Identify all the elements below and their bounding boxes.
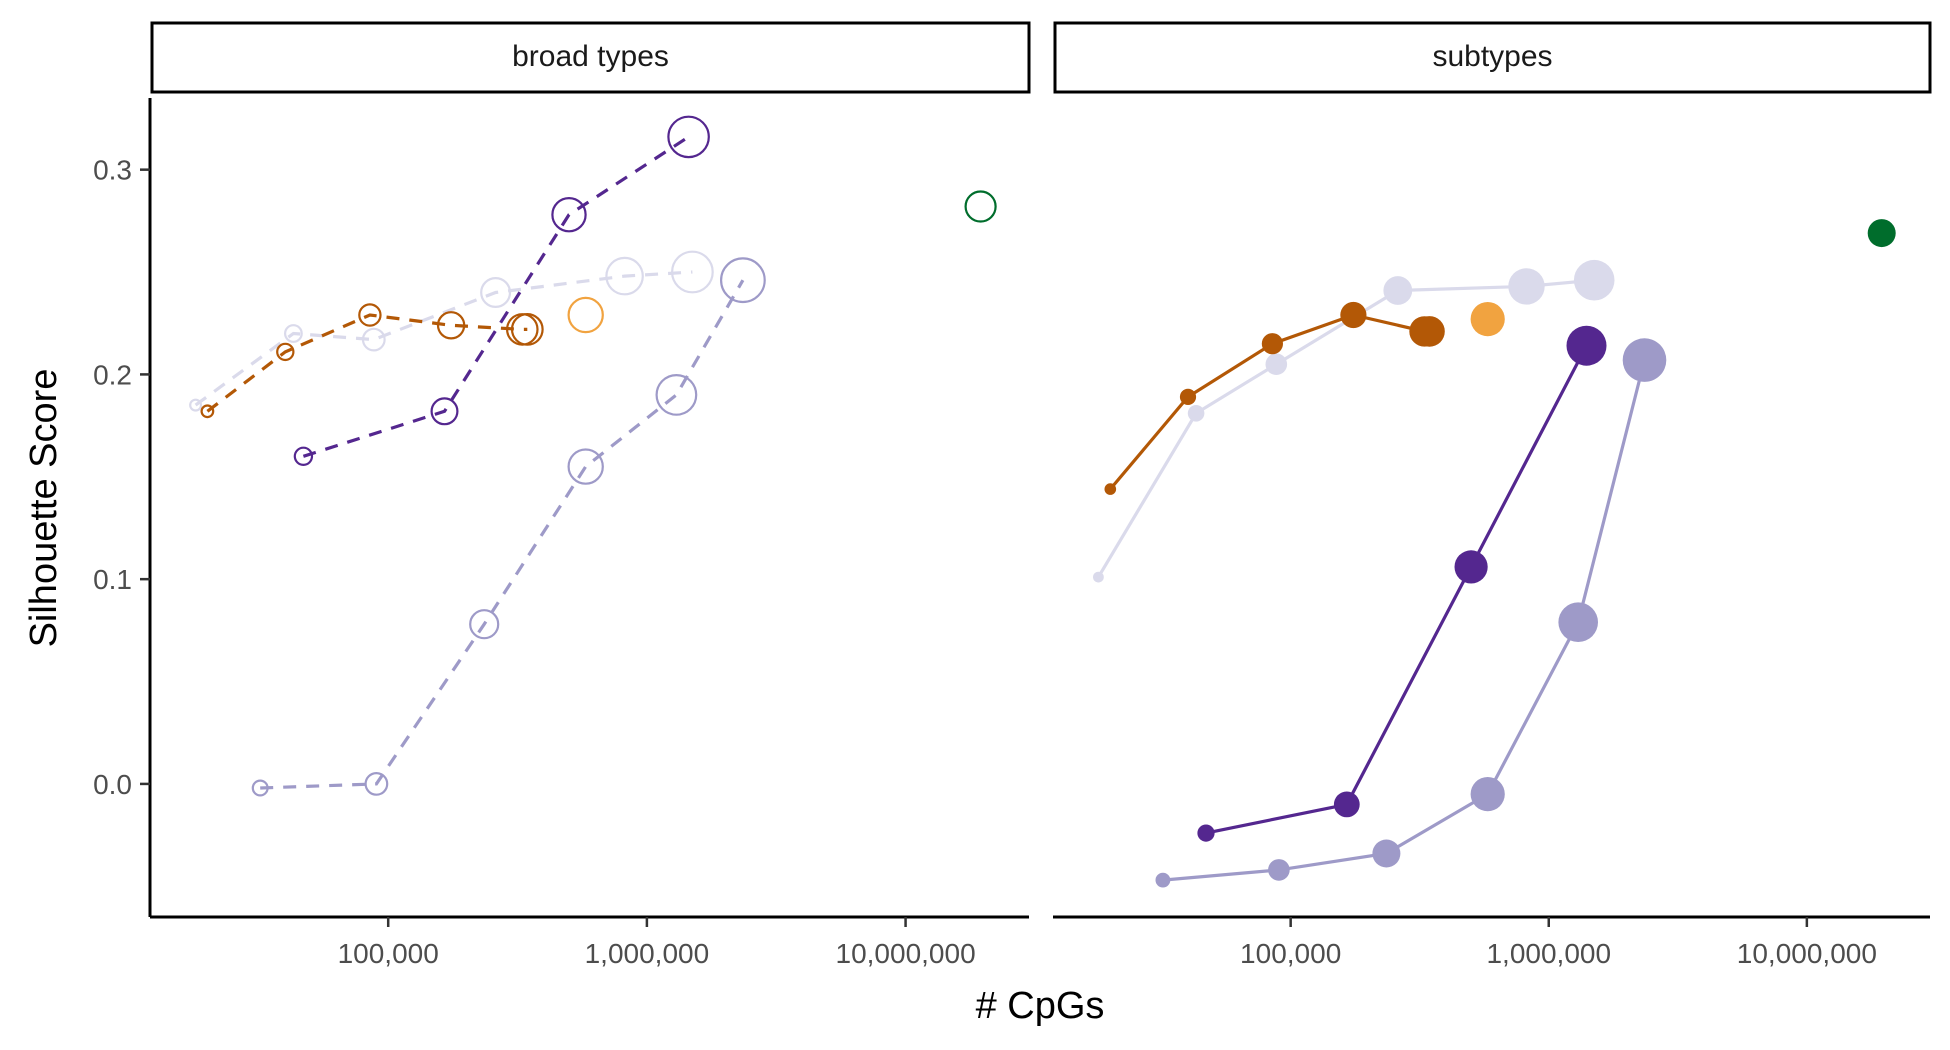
data-point-mid_purple-2	[1372, 839, 1401, 868]
data-point-mid_purple-4	[655, 374, 698, 416]
data-point-light_lavender-2	[1265, 353, 1288, 376]
data-point-dark_orange-3	[436, 311, 466, 340]
x-axis-title: # CpGs	[976, 985, 1105, 1027]
panel-subtypes: subtypes 100,000 1,000,000 10,000,000	[1053, 21, 1932, 969]
data-point-mid_purple-1	[364, 772, 389, 796]
series-line-dark_purple	[302, 135, 690, 458]
data-point-mid_purple-0	[251, 779, 269, 797]
data-point-mid_purple-2	[469, 609, 500, 640]
series-line-light_lavender	[194, 270, 693, 407]
y-axis-title: Silhouette Score	[23, 369, 65, 648]
data-point-dark_orange-3	[1340, 301, 1367, 329]
data-point-light_lavender-3	[1383, 276, 1413, 305]
x-ticks-subtypes: 100,000 1,000,000 10,000,000	[1240, 917, 1877, 969]
x-tick-label: 10,000,000	[836, 938, 976, 969]
data-point-dark_orange-1	[276, 342, 295, 362]
data-point-light_orange-0	[1470, 302, 1505, 337]
data-point-dark_orange-5	[1414, 316, 1445, 347]
y-tick-label: 0.1	[93, 564, 132, 595]
data-point-dark_orange-5	[510, 313, 544, 346]
data-point-light_lavender-0	[1093, 571, 1104, 583]
data-point-dark_purple-2	[1454, 550, 1488, 584]
data-point-light_lavender-5	[671, 250, 714, 294]
strip-box-broad-types	[150, 21, 1031, 94]
data-point-light_lavender-4	[605, 256, 644, 296]
series-line-mid_purple	[1162, 359, 1647, 882]
data-point-dark_purple-3	[1566, 325, 1607, 366]
data-point-mid_purple-3	[567, 448, 604, 485]
data-point-green-0	[1867, 219, 1896, 248]
data-point-light_lavender-5	[1573, 259, 1615, 301]
data-layer-broad-types	[189, 115, 997, 797]
series-line-dark_orange	[206, 313, 528, 413]
data-point-green-0	[964, 190, 997, 223]
data-point-dark_orange-2	[1261, 333, 1283, 355]
data-point-light_lavender-3	[480, 277, 512, 309]
data-point-light_lavender-1	[284, 324, 303, 343]
data-point-mid_purple-4	[1558, 602, 1598, 642]
data-point-mid_purple-3	[1470, 777, 1505, 812]
x-tick-label: 100,000	[1240, 938, 1341, 969]
data-point-dark_purple-1	[1333, 791, 1360, 818]
data-point-dark_orange-0	[200, 404, 215, 419]
y-tick-label: 0.2	[93, 359, 132, 390]
x-tick-label: 100,000	[338, 938, 439, 969]
data-point-light_lavender-0	[189, 398, 203, 412]
strip-box-subtypes	[1053, 21, 1932, 94]
data-point-dark_purple-0	[1197, 824, 1215, 842]
strip-label-subtypes: subtypes	[1432, 40, 1552, 73]
x-tick-label: 1,000,000	[585, 938, 710, 969]
data-layer-subtypes	[1093, 219, 1896, 888]
data-point-light_lavender-4	[1508, 268, 1545, 305]
series-line-dark_purple	[1205, 344, 1588, 835]
data-point-dark_orange-0	[1104, 483, 1117, 495]
x-tick-label: 10,000,000	[1737, 938, 1877, 969]
data-point-dark_purple-3	[667, 115, 710, 159]
panel-broad-types: broad types 100,000 1,000,000 10,000,000 0…	[93, 21, 1031, 969]
data-point-dark_orange-1	[1179, 388, 1197, 405]
x-ticks-broad-types: 100,000 1,000,000 10,000,000	[338, 917, 976, 969]
data-point-dark_purple-1	[430, 397, 459, 426]
data-point-light_lavender-1	[1187, 405, 1205, 422]
data-point-dark_purple-2	[551, 196, 587, 233]
series-line-mid_purple	[260, 279, 745, 790]
data-point-mid_purple-0	[1155, 872, 1171, 888]
data-point-mid_purple-1	[1268, 859, 1290, 881]
data-point-light_orange-0	[567, 296, 604, 334]
data-point-dark_purple-0	[293, 446, 314, 466]
y-ticks: 0.0 0.1 0.2 0.3	[93, 155, 150, 800]
data-point-mid_purple-5	[1622, 338, 1667, 382]
data-point-mid_purple-5	[720, 257, 766, 304]
data-point-light_lavender-2	[361, 327, 386, 352]
y-tick-label: 0.0	[93, 769, 132, 800]
y-tick-label: 0.3	[93, 155, 132, 186]
data-point-dark_orange-2	[358, 303, 382, 327]
x-tick-label: 1,000,000	[1486, 938, 1611, 969]
strip-label-broad-types: broad types	[512, 40, 669, 73]
